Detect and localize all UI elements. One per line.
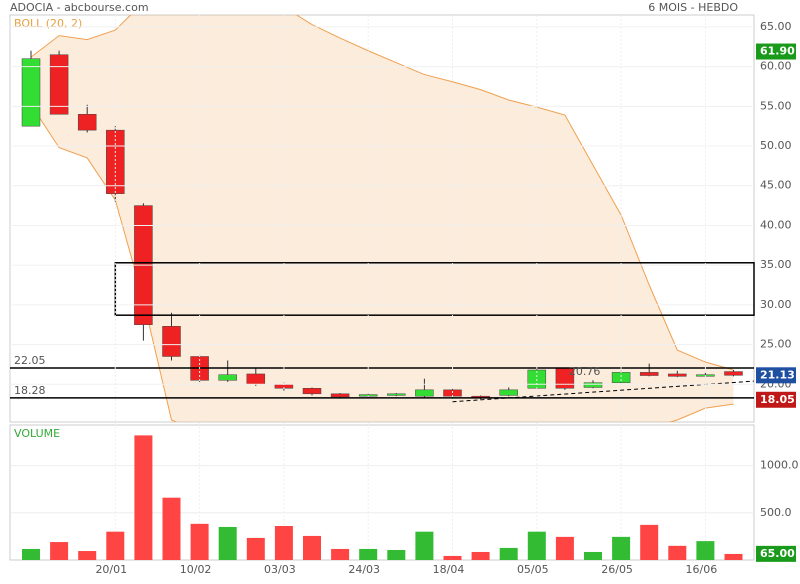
annotation: 20.76 bbox=[569, 365, 601, 378]
candle-body bbox=[639, 372, 659, 376]
candle-body bbox=[330, 393, 350, 398]
y-tick-label: 500.0 bbox=[760, 506, 792, 519]
volume-title: VOLUME bbox=[14, 427, 60, 440]
volume-bar bbox=[134, 435, 153, 560]
price-tag-label: 21.13 bbox=[760, 368, 795, 381]
candle-body bbox=[415, 389, 434, 397]
volume-bar bbox=[696, 541, 715, 560]
y-tick-label: 60.00 bbox=[760, 60, 792, 73]
volume-bar bbox=[387, 549, 406, 560]
candle-body bbox=[77, 114, 97, 131]
volume-bar bbox=[499, 547, 518, 560]
candle-body bbox=[218, 374, 237, 381]
y-tick-label: 55.00 bbox=[760, 99, 792, 112]
indicator-label: BOLL (20, 2) bbox=[14, 17, 82, 30]
x-tick-label: 10/02 bbox=[180, 563, 212, 576]
price-tag bbox=[756, 367, 796, 384]
volume-bar bbox=[668, 545, 687, 560]
volume-bar bbox=[359, 548, 378, 560]
x-tick-label: 26/05 bbox=[601, 563, 633, 576]
price-tag-label: 61.90 bbox=[760, 45, 795, 58]
volume-bar bbox=[724, 553, 743, 560]
volume-bar bbox=[612, 536, 631, 560]
volume-bar bbox=[527, 531, 546, 560]
volume-bar bbox=[640, 524, 659, 560]
x-tick-label: 18/04 bbox=[433, 563, 465, 576]
volume-bar bbox=[50, 542, 69, 560]
volume-bar bbox=[22, 548, 40, 560]
x-tick-label: 24/03 bbox=[348, 563, 380, 576]
volume-bar bbox=[78, 551, 97, 560]
volume-bar bbox=[555, 536, 574, 560]
candle-body bbox=[499, 389, 518, 396]
x-tick-label: 05/05 bbox=[517, 563, 549, 576]
candle-body bbox=[583, 382, 603, 388]
volume-tag-label: 65.00 bbox=[760, 547, 795, 560]
price-panel bbox=[9, 14, 755, 423]
candle-body bbox=[21, 58, 41, 127]
candle-body bbox=[668, 373, 687, 377]
candle-body bbox=[724, 371, 743, 376]
y-tick-label: 1000.0 bbox=[760, 459, 799, 472]
volume-bar bbox=[106, 531, 125, 560]
price-tag-label: 18.05 bbox=[760, 393, 795, 406]
band-line bbox=[30, 15, 734, 371]
y-tick-label: 35.00 bbox=[760, 258, 792, 271]
candle-body bbox=[302, 387, 322, 395]
volume-bar bbox=[471, 551, 490, 560]
price-tag bbox=[756, 391, 796, 408]
y-tick-label: 25.00 bbox=[760, 338, 792, 351]
volume-bar bbox=[584, 551, 602, 560]
volume-bar bbox=[190, 523, 209, 560]
volume-bar bbox=[415, 531, 434, 560]
volume-bar bbox=[162, 497, 181, 560]
y-tick-label: 65.00 bbox=[760, 20, 792, 33]
y-tick-label: 50.00 bbox=[760, 139, 792, 152]
volume-bar bbox=[274, 526, 293, 560]
line-label: 18.28 bbox=[14, 384, 46, 397]
candle-body bbox=[387, 393, 406, 396]
line-label: 22.05 bbox=[14, 354, 46, 367]
candle-body bbox=[611, 372, 631, 383]
volume-bar bbox=[303, 535, 321, 560]
volume-bar bbox=[443, 555, 462, 560]
y-tick-label: 40.00 bbox=[760, 218, 792, 231]
volume-bar bbox=[218, 526, 237, 560]
chart-subtitle: 6 MOIS - HEBDO bbox=[648, 1, 738, 14]
candle-body bbox=[162, 326, 181, 357]
band-fill bbox=[31, 15, 734, 422]
y-tick-label: 30.00 bbox=[760, 298, 792, 311]
volume-bar bbox=[246, 537, 265, 560]
x-tick-label: 16/06 bbox=[686, 563, 718, 576]
price-tag bbox=[756, 43, 796, 60]
volume-tag bbox=[756, 545, 796, 562]
volume-bar bbox=[331, 548, 350, 560]
y-tick-label: 45.00 bbox=[760, 179, 792, 192]
chart-title: ADOCIA - abcbourse.com bbox=[10, 1, 149, 14]
candle-body bbox=[49, 54, 69, 115]
candle-body bbox=[246, 373, 266, 385]
x-tick-label: 03/03 bbox=[264, 563, 296, 576]
x-tick-label: 20/01 bbox=[95, 563, 127, 576]
